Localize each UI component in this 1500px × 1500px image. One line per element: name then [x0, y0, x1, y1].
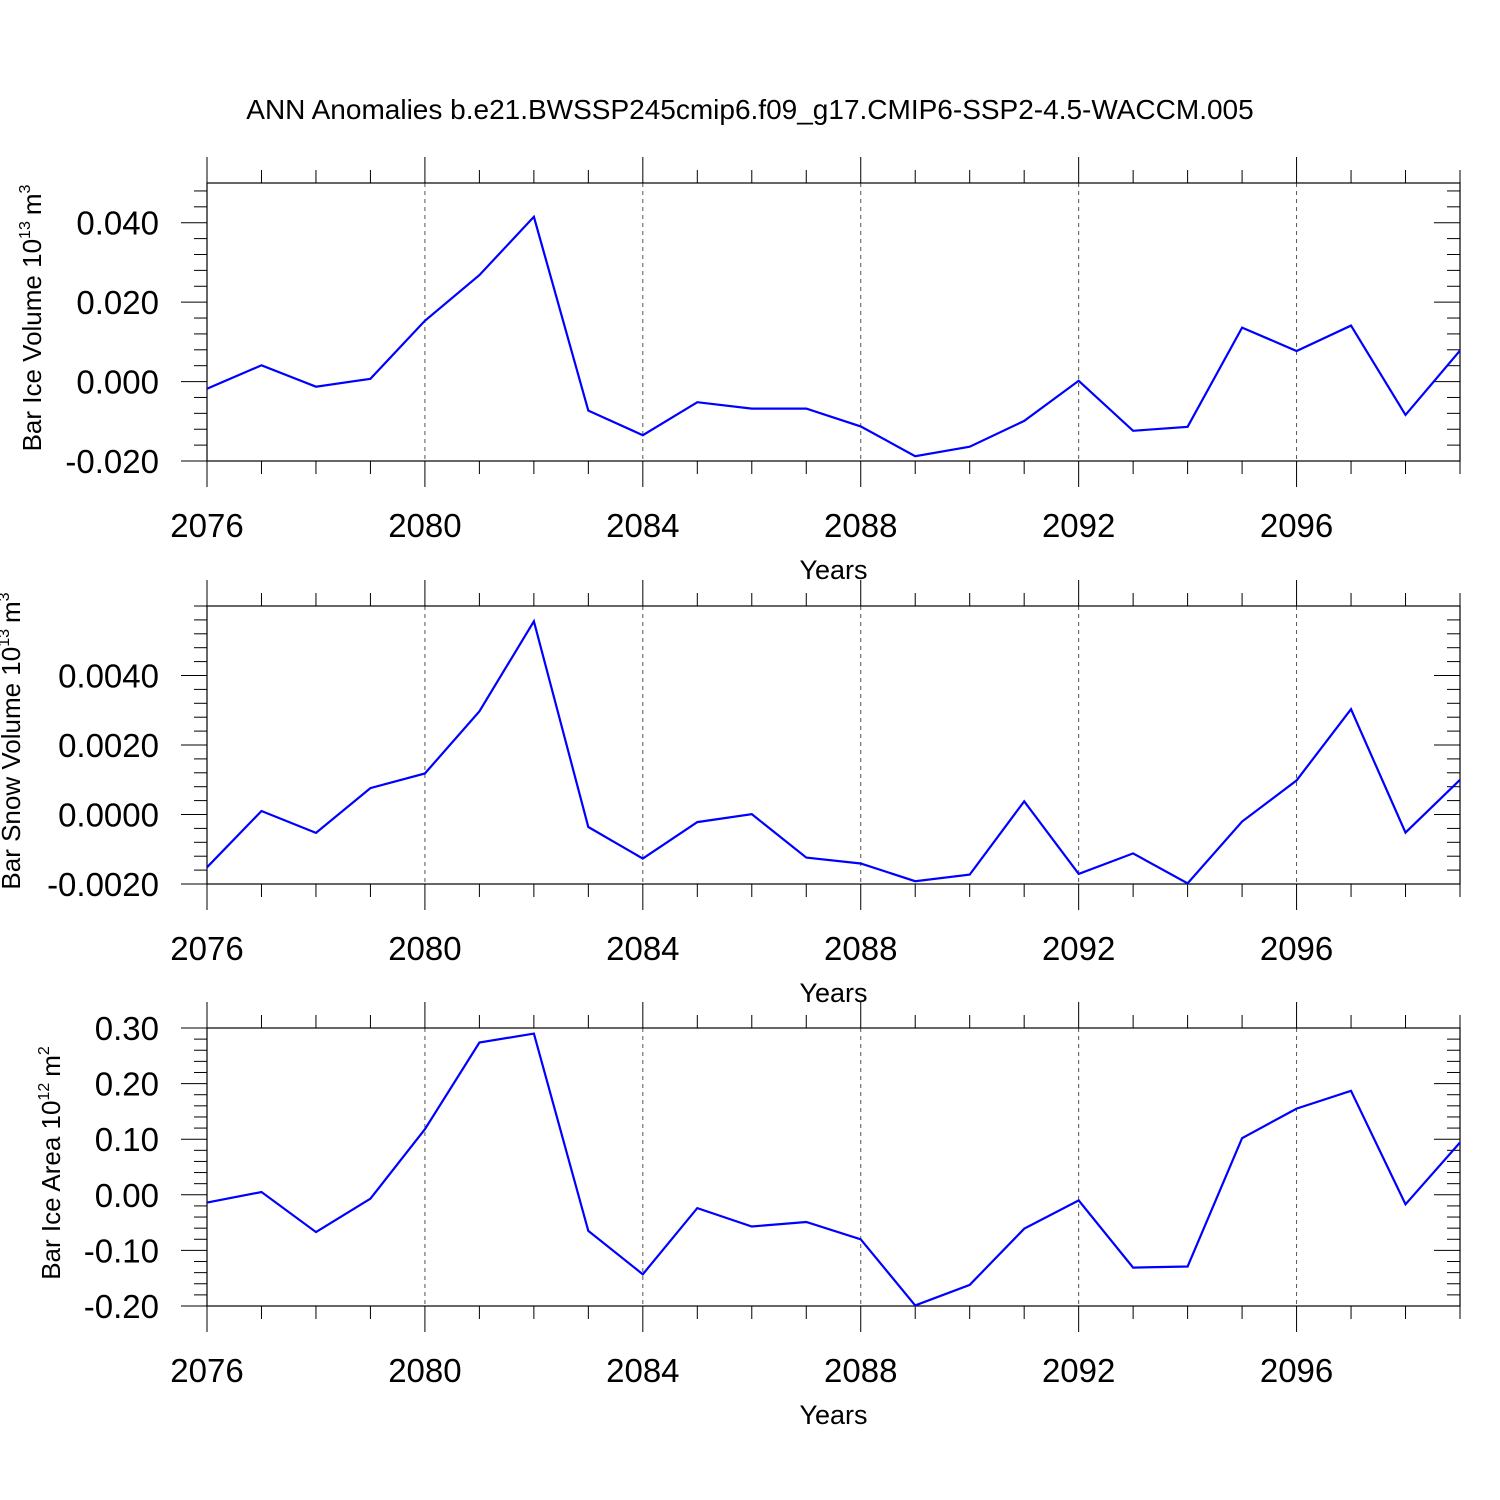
- y-axis-label-exponent: 13: [0, 629, 13, 647]
- y-tick-label: 0.20: [95, 1066, 159, 1103]
- y-tick-label: 0.020: [76, 284, 159, 321]
- y-tick-label: -0.0020: [47, 866, 159, 903]
- plot-frame: [206, 182, 1461, 462]
- y-tick-label: 0.0040: [58, 658, 159, 695]
- x-tick-label: 2080: [388, 930, 461, 967]
- x-tick-label: 2096: [1260, 1352, 1333, 1389]
- x-tick-label: 2096: [1260, 507, 1333, 544]
- x-tick-label: 2080: [388, 507, 461, 544]
- figure-title: ANN Anomalies b.e21.BWSSP245cmip6.f09_g1…: [246, 94, 1253, 125]
- y-axis-label-unit-exponent: 3: [17, 184, 34, 193]
- y-tick-label: 0.040: [76, 205, 159, 242]
- y-axis-label-unit: m: [36, 1055, 66, 1077]
- y-tick-label: -0.20: [84, 1288, 159, 1325]
- y-axis-label-unit-exponent: 3: [0, 592, 13, 601]
- y-axis-label-main: Bar Ice Area 10: [36, 1101, 66, 1280]
- y-tick-label: 0.0000: [58, 797, 159, 834]
- y-axis-label: Bar Snow Volume 1013 m3: [0, 592, 26, 889]
- x-tick-label: 2084: [606, 1352, 679, 1389]
- y-axis-label-main: Bar Snow Volume 10: [0, 647, 26, 890]
- y-tick-label: -0.10: [84, 1232, 159, 1269]
- x-tick-label: 2080: [388, 1352, 461, 1389]
- chart-panel-2: 2076 2080 2084 2088 2092 2096 -0.0020 0.0000 0.0…: [0, 580, 1461, 1008]
- y-tick-label: -0.020: [65, 443, 159, 480]
- chart-panels: 2076 2080 2084 2088 2092 2096 -0.020 0.000 0.020…: [0, 157, 1461, 1430]
- y-tick-label: 0.000: [76, 364, 159, 401]
- y-axis-label-main: Bar Ice Volume 10: [17, 239, 47, 451]
- x-tick-label: 2076: [170, 1352, 243, 1389]
- x-tick-label: 2092: [1042, 507, 1115, 544]
- y-axis-label: Bar Ice Area 1012 m2: [36, 1046, 66, 1280]
- x-axis-label: Years: [799, 1400, 867, 1430]
- x-tick-label: 2088: [824, 930, 897, 967]
- y-tick-label: 0.00: [95, 1177, 159, 1214]
- y-axis-label-exponent: 13: [17, 221, 34, 239]
- x-tick-label: 2092: [1042, 930, 1115, 967]
- y-axis-label: Bar Ice Volume 1013 m3: [17, 184, 47, 451]
- y-axis-label-unit: m: [0, 601, 26, 623]
- x-axis-label: Years: [799, 978, 867, 1008]
- y-tick-label: 0.30: [95, 1010, 159, 1047]
- x-axis-label: Years: [799, 555, 867, 585]
- y-tick-label: 0.10: [95, 1121, 159, 1158]
- series-line: [206, 214, 1461, 458]
- x-tick-label: 2084: [606, 507, 679, 544]
- chart-panel-1: 2076 2080 2084 2088 2092 2096 -0.020 0.000 0.020…: [17, 157, 1461, 585]
- x-tick-label: 2084: [606, 930, 679, 967]
- x-tick-label: 2096: [1260, 930, 1333, 967]
- series-line: [206, 618, 1461, 885]
- plot-frame: [206, 605, 1461, 885]
- y-axis-label-unit: m: [17, 193, 47, 215]
- x-tick-label: 2076: [170, 930, 243, 967]
- plot-frame: [206, 1027, 1461, 1307]
- y-tick-label: 0.0020: [58, 727, 159, 764]
- x-tick-label: 2088: [824, 507, 897, 544]
- y-axis-label-exponent: 12: [36, 1083, 53, 1101]
- y-axis-label-unit-exponent: 2: [36, 1046, 53, 1055]
- x-tick-label: 2092: [1042, 1352, 1115, 1389]
- x-tick-label: 2076: [170, 507, 243, 544]
- x-tick-label: 2088: [824, 1352, 897, 1389]
- chart-panel-3: 2076 2080 2084 2088 2092 2096 -0.20 -0.10 0.00 0.…: [36, 1002, 1461, 1430]
- series-line: [206, 1032, 1461, 1307]
